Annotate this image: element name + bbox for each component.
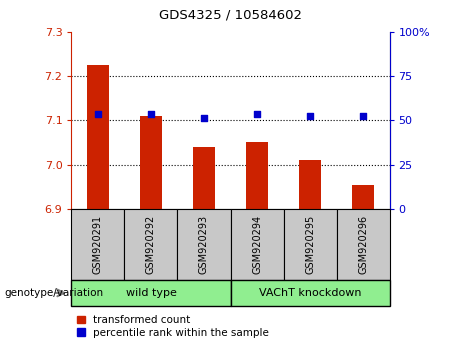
Point xyxy=(148,111,155,116)
Bar xyxy=(140,116,161,209)
Text: GSM920295: GSM920295 xyxy=(305,215,315,274)
Bar xyxy=(193,147,214,209)
Text: GSM920292: GSM920292 xyxy=(146,215,156,274)
Text: GSM920291: GSM920291 xyxy=(93,215,103,274)
Legend: transformed count, percentile rank within the sample: transformed count, percentile rank withi… xyxy=(77,315,269,338)
Bar xyxy=(230,280,390,306)
Bar xyxy=(177,209,230,280)
Bar xyxy=(352,184,373,209)
Point xyxy=(359,113,366,119)
Bar xyxy=(87,65,108,209)
Point xyxy=(94,111,101,116)
Text: VAChT knockdown: VAChT knockdown xyxy=(259,288,361,298)
Bar xyxy=(246,143,267,209)
Point xyxy=(306,113,313,119)
Text: GDS4325 / 10584602: GDS4325 / 10584602 xyxy=(159,9,302,22)
Text: GSM920296: GSM920296 xyxy=(358,215,368,274)
Bar xyxy=(299,160,320,209)
Bar xyxy=(71,209,124,280)
Text: GSM920294: GSM920294 xyxy=(252,215,262,274)
Text: wild type: wild type xyxy=(125,288,177,298)
Text: GSM920293: GSM920293 xyxy=(199,215,209,274)
Bar xyxy=(284,209,337,280)
Text: genotype/variation: genotype/variation xyxy=(5,288,104,298)
Bar xyxy=(71,280,230,306)
Point xyxy=(254,111,261,116)
Point xyxy=(200,115,207,121)
Bar xyxy=(337,209,390,280)
Bar xyxy=(230,209,284,280)
Bar xyxy=(124,209,177,280)
